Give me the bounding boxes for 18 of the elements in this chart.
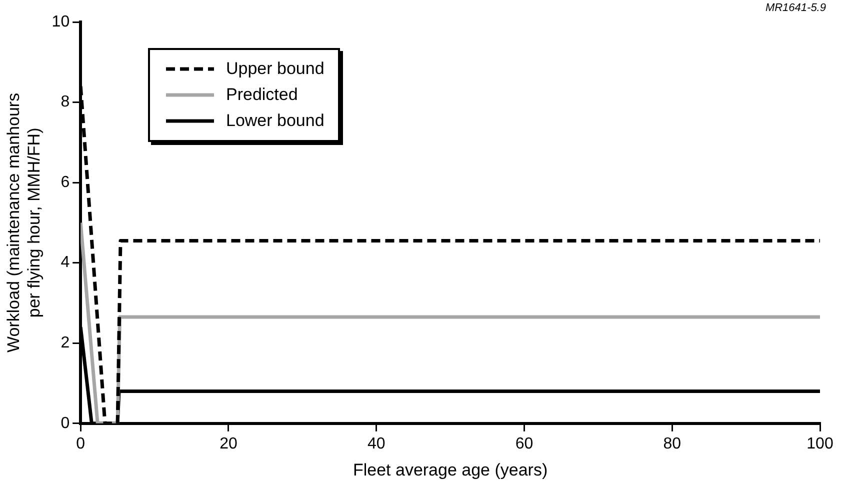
y-tick-label: 6 [60,174,70,191]
y-tick-label: 8 [60,94,70,111]
x-tick-label: 20 [220,435,238,452]
x-tick-label: 0 [76,435,86,452]
y-tick-label: 2 [60,334,70,352]
text: MR1641-5.9 [765,2,826,14]
x-tick-label: 60 [515,435,534,452]
y-tick-label: 4 [60,254,70,272]
x-tick-label: 100 [806,435,834,452]
legend-label: Lower bound [226,111,324,131]
y-tick-label: 0 [60,414,70,432]
x-axis-title: Fleet average age (years) [352,460,548,480]
legend-label: Predicted [226,85,298,105]
legend-label: Upper bound [226,59,324,79]
y-axis-title: Workload (maintenance manhours per flying hour, MMH/FH) [4,92,44,352]
x-tick-label: 80 [663,435,682,452]
x-tick-label: 40 [367,435,386,452]
y-tick-label: 10 [52,13,70,30]
